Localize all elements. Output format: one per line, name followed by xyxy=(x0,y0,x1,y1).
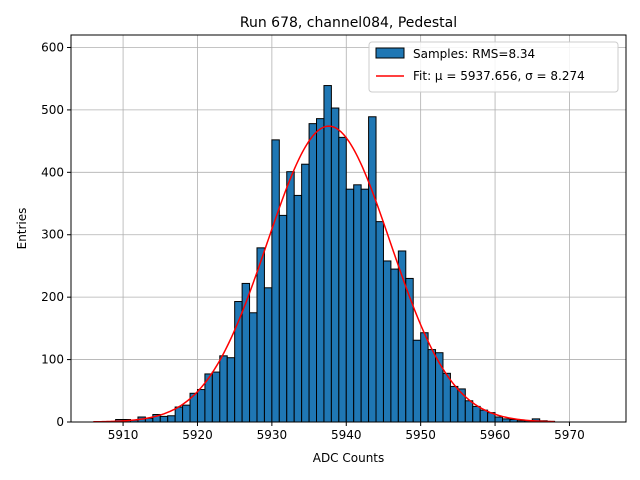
y-tick-label: 400 xyxy=(41,165,64,179)
histogram-bar xyxy=(360,188,370,423)
histogram-bar xyxy=(249,312,258,423)
histogram-bar xyxy=(323,85,332,423)
histogram-bar xyxy=(293,194,303,423)
histogram-bar xyxy=(301,163,310,423)
x-tick-label: 5920 xyxy=(182,428,213,442)
histogram-bar xyxy=(345,188,355,423)
histogram-bar xyxy=(308,123,318,423)
histogram-bar xyxy=(420,332,429,423)
chart-title: Run 678, channel084, Pedestal xyxy=(240,15,457,31)
histogram-bars xyxy=(115,85,556,423)
histogram-bar xyxy=(271,139,280,423)
y-tick-label: 0 xyxy=(56,415,64,429)
histogram-bar xyxy=(390,268,399,423)
histogram-bar xyxy=(375,221,384,423)
histogram-bar xyxy=(278,214,288,423)
y-axis-ticks: 0 100 200 300 400 500 600 xyxy=(41,40,71,429)
legend: Samples: RMS=8.34 Fit: μ = 5937.656, σ =… xyxy=(368,41,619,93)
x-axis-ticks: 5910 5920 5930 5940 5950 5960 5970 xyxy=(108,422,585,442)
x-tick-label: 5930 xyxy=(257,428,288,442)
y-tick-label: 500 xyxy=(41,103,64,117)
histogram-bar xyxy=(442,372,451,423)
histogram-bar xyxy=(330,107,340,423)
histogram-bar xyxy=(479,409,489,423)
x-tick-label: 5910 xyxy=(108,428,139,442)
histogram-bar xyxy=(256,247,265,423)
histogram-bar xyxy=(338,136,347,423)
histogram-bar xyxy=(167,415,176,423)
histogram-bar xyxy=(211,371,221,423)
histogram-bar xyxy=(263,287,273,423)
legend-label-samples: Samples: RMS=8.34 xyxy=(413,47,535,61)
histogram-bar xyxy=(412,339,422,423)
legend-box xyxy=(368,41,619,93)
histogram-bar xyxy=(494,416,504,423)
histogram-bar xyxy=(286,171,295,423)
histogram-bar xyxy=(464,400,474,423)
histogram-bar xyxy=(159,415,169,423)
histogram-bar xyxy=(316,118,325,423)
histogram-bar xyxy=(196,389,206,423)
histogram-bar xyxy=(405,277,414,423)
y-tick-label: 300 xyxy=(41,228,64,242)
histogram-bar xyxy=(368,116,377,423)
y-tick-label: 600 xyxy=(41,40,64,54)
y-tick-label: 100 xyxy=(41,353,64,367)
x-tick-label: 5960 xyxy=(480,428,511,442)
histogram-bar xyxy=(174,406,184,423)
y-tick-label: 200 xyxy=(41,290,64,304)
histogram-bar xyxy=(472,405,481,423)
histogram-bar xyxy=(219,355,228,423)
histogram-bar xyxy=(382,260,392,423)
fit-curve xyxy=(93,125,555,423)
histogram-bar xyxy=(427,349,437,423)
x-tick-label: 5970 xyxy=(554,428,585,442)
x-axis-label: ADC Counts xyxy=(313,451,385,465)
y-axis-label: Entries xyxy=(15,208,29,250)
legend-swatch-samples xyxy=(375,47,405,59)
x-tick-label: 5950 xyxy=(405,428,436,442)
histogram-bar xyxy=(226,357,236,423)
histogram-bar xyxy=(353,184,362,423)
histogram-bar xyxy=(182,404,191,423)
histogram-bar xyxy=(449,385,459,423)
plot-frame xyxy=(70,34,627,423)
legend-label-fit: Fit: μ = 5937.656, σ = 8.274 xyxy=(413,69,585,83)
x-tick-label: 5940 xyxy=(331,428,362,442)
